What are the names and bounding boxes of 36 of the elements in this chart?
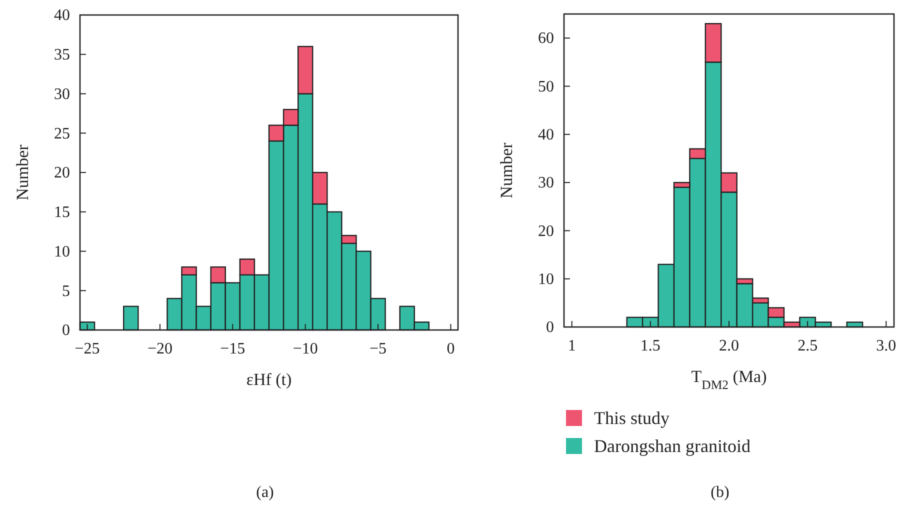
bar	[123, 306, 139, 331]
text: (a)	[256, 484, 274, 501]
text: (b)	[710, 484, 730, 501]
y-tick-label: 15	[54, 204, 70, 221]
legend-label: This study	[594, 408, 670, 428]
x-axis-title: εHf (t)	[246, 370, 292, 389]
y-tick-label: 0	[546, 319, 554, 336]
x-tick-label: 1.5	[640, 337, 660, 354]
y-tick-label: 60	[538, 30, 554, 48]
x-tick-label: −20	[147, 340, 172, 358]
x-axis-title: T$_{DM2}$ (Ma)	[691, 367, 767, 392]
y-tick-label: 0	[62, 322, 70, 340]
x-tick-label: 0	[446, 340, 455, 358]
x-tick-label: −10	[292, 340, 318, 358]
y-tick-label: 25	[54, 125, 70, 142]
y-tick-label: 5	[62, 282, 70, 300]
y-tick-label: 20	[538, 222, 554, 240]
x-tick-label: −25	[74, 340, 100, 358]
y-tick-label: 10	[538, 270, 554, 288]
y-axis-title: Number	[13, 144, 32, 200]
x-tick-label: 2.0	[719, 337, 739, 354]
x-tick-label: 1	[568, 337, 576, 354]
x-tick-label: 2.5	[798, 337, 818, 354]
y-tick-label: 50	[538, 78, 554, 96]
y-tick-label: 35	[54, 46, 70, 64]
x-tick-label: 3.0	[876, 337, 896, 354]
y-axis-title: Number	[497, 142, 516, 198]
y-tick-label: 40	[54, 7, 70, 24]
x-tick-label: −15	[220, 340, 246, 358]
y-tick-label: 30	[54, 86, 70, 103]
y-tick-label: 30	[538, 174, 554, 192]
y-tick-label: 10	[54, 243, 70, 260]
legend-label: Darongshan granitoid	[594, 436, 750, 456]
y-tick-label: 40	[538, 126, 554, 144]
x-tick-label: −5	[370, 340, 387, 358]
y-tick-label: 20	[54, 164, 70, 182]
